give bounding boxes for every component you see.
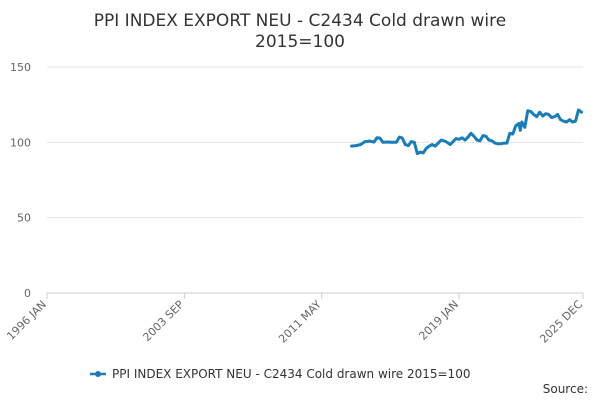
series-0-point-11 bbox=[395, 140, 398, 144]
source-label: Source: bbox=[543, 382, 588, 396]
series-0-point-65 bbox=[553, 115, 556, 118]
series-0-point-2 bbox=[359, 143, 362, 146]
series-0-point-72 bbox=[574, 119, 577, 123]
y-tick-label-0: 0 bbox=[24, 287, 31, 300]
x-tick-label-4: 2025 DEC bbox=[537, 298, 585, 346]
series-0-point-59 bbox=[535, 115, 538, 118]
series-0-point-8 bbox=[381, 141, 385, 144]
series-0-point-23 bbox=[430, 143, 434, 146]
series-0-point-27 bbox=[442, 139, 446, 143]
series-line-0 bbox=[350, 108, 583, 156]
series-0-point-6 bbox=[375, 136, 379, 140]
series-0-point-20 bbox=[421, 151, 425, 155]
series-0-point-35 bbox=[466, 135, 470, 139]
series-0-point-40 bbox=[481, 134, 485, 137]
series-0-point-10 bbox=[390, 141, 394, 144]
series-0-point-70 bbox=[568, 118, 571, 121]
series-0-point-4 bbox=[368, 139, 371, 143]
series-0-point-54 bbox=[520, 120, 524, 124]
series-0-point-33 bbox=[460, 136, 464, 140]
series-0-point-58 bbox=[532, 113, 535, 116]
series-0-point-60 bbox=[538, 110, 541, 114]
x-tick-label-0: 1996 JAN bbox=[4, 298, 49, 343]
series-0-point-32 bbox=[457, 138, 461, 141]
series-0-point-13 bbox=[401, 136, 404, 140]
series-0-point-16 bbox=[410, 140, 413, 143]
series-0-point-52 bbox=[517, 122, 521, 125]
series-0-point-38 bbox=[475, 138, 479, 142]
x-tick-label-1: 2003 SEP bbox=[140, 298, 186, 344]
series-0-point-25 bbox=[436, 141, 440, 145]
series-0-point-34 bbox=[463, 138, 467, 142]
legend-label: PPI INDEX EXPORT NEU - C2434 Cold drawn … bbox=[112, 367, 470, 381]
chart-title: PPI INDEX EXPORT NEU - C2434 Cold drawn … bbox=[94, 11, 506, 52]
series-0-point-1 bbox=[354, 144, 358, 147]
series-0-point-73 bbox=[577, 108, 580, 112]
series-0-point-67 bbox=[559, 118, 562, 121]
axis-layer: 0 50 100 150 1996 JAN 2003 SEP 2011 MAY 2019 JA… bbox=[4, 61, 585, 346]
series-0-point-24 bbox=[433, 144, 437, 148]
y-tick-label-50: 50 bbox=[17, 212, 31, 225]
series-0-point-66 bbox=[556, 113, 559, 116]
x-tick-label-3: 2019 JAN bbox=[416, 298, 461, 343]
series-0-point-39 bbox=[478, 139, 482, 143]
series-0-point-30 bbox=[451, 140, 455, 143]
series-0-point-45 bbox=[496, 142, 500, 146]
series-0-point-61 bbox=[541, 114, 544, 118]
series-0-point-53 bbox=[519, 129, 522, 132]
series-0-point-5 bbox=[372, 140, 376, 144]
legend-marker-swatch bbox=[95, 371, 101, 377]
series-0-point-18 bbox=[416, 152, 419, 155]
series-0-point-7 bbox=[378, 136, 382, 140]
series-0-point-14 bbox=[404, 143, 407, 146]
series-0-point-3 bbox=[363, 140, 367, 143]
series-0-point-50 bbox=[511, 132, 515, 136]
series-0-point-68 bbox=[562, 119, 565, 123]
series-0-point-43 bbox=[490, 139, 494, 143]
y-tick-label-150: 150 bbox=[10, 61, 31, 74]
series-0-point-15 bbox=[407, 144, 410, 147]
chart-title-line-1: PPI INDEX EXPORT NEU - C2434 Cold drawn … bbox=[94, 11, 506, 31]
chart-title-line-2: 2015=100 bbox=[255, 32, 345, 52]
series-0-point-28 bbox=[445, 141, 449, 144]
series-0-point-41 bbox=[484, 135, 488, 138]
series-0-point-51 bbox=[514, 124, 518, 128]
series-0-point-22 bbox=[427, 144, 431, 148]
series-0-point-44 bbox=[493, 141, 497, 145]
series-0-point-69 bbox=[565, 120, 568, 124]
grid-layer bbox=[47, 66, 583, 294]
series-0-point-19 bbox=[419, 150, 422, 154]
series-0-point-17 bbox=[413, 141, 416, 144]
series-0-point-9 bbox=[386, 140, 389, 144]
series-0-point-36 bbox=[469, 132, 473, 135]
series-0-point-57 bbox=[529, 110, 532, 113]
series-0-point-64 bbox=[550, 116, 553, 119]
series-0-point-26 bbox=[439, 138, 443, 142]
series-0-point-49 bbox=[508, 132, 512, 135]
series-0-point-29 bbox=[448, 143, 452, 146]
y-tick-label-100: 100 bbox=[10, 136, 31, 149]
series-0-point-56 bbox=[526, 109, 530, 112]
series-0-point-37 bbox=[472, 135, 476, 138]
x-tick-label-2: 2011 MAY bbox=[276, 298, 324, 346]
series-layer bbox=[350, 108, 583, 156]
series-0-point-63 bbox=[547, 113, 550, 116]
series-0-point-0 bbox=[350, 144, 353, 148]
series-0-point-31 bbox=[454, 137, 458, 140]
series-0-point-62 bbox=[544, 112, 547, 115]
series-0-point-71 bbox=[571, 120, 574, 124]
series-0-point-74 bbox=[580, 110, 583, 114]
series-0-point-47 bbox=[502, 141, 506, 145]
series-0-point-42 bbox=[487, 138, 491, 142]
series-0-point-46 bbox=[499, 142, 503, 146]
series-0-point-12 bbox=[398, 135, 401, 139]
series-0-point-21 bbox=[424, 147, 428, 150]
legend[interactable]: PPI INDEX EXPORT NEU - C2434 Cold drawn … bbox=[90, 367, 470, 381]
series-0-point-48 bbox=[505, 141, 509, 145]
series-0-point-55 bbox=[523, 126, 527, 129]
